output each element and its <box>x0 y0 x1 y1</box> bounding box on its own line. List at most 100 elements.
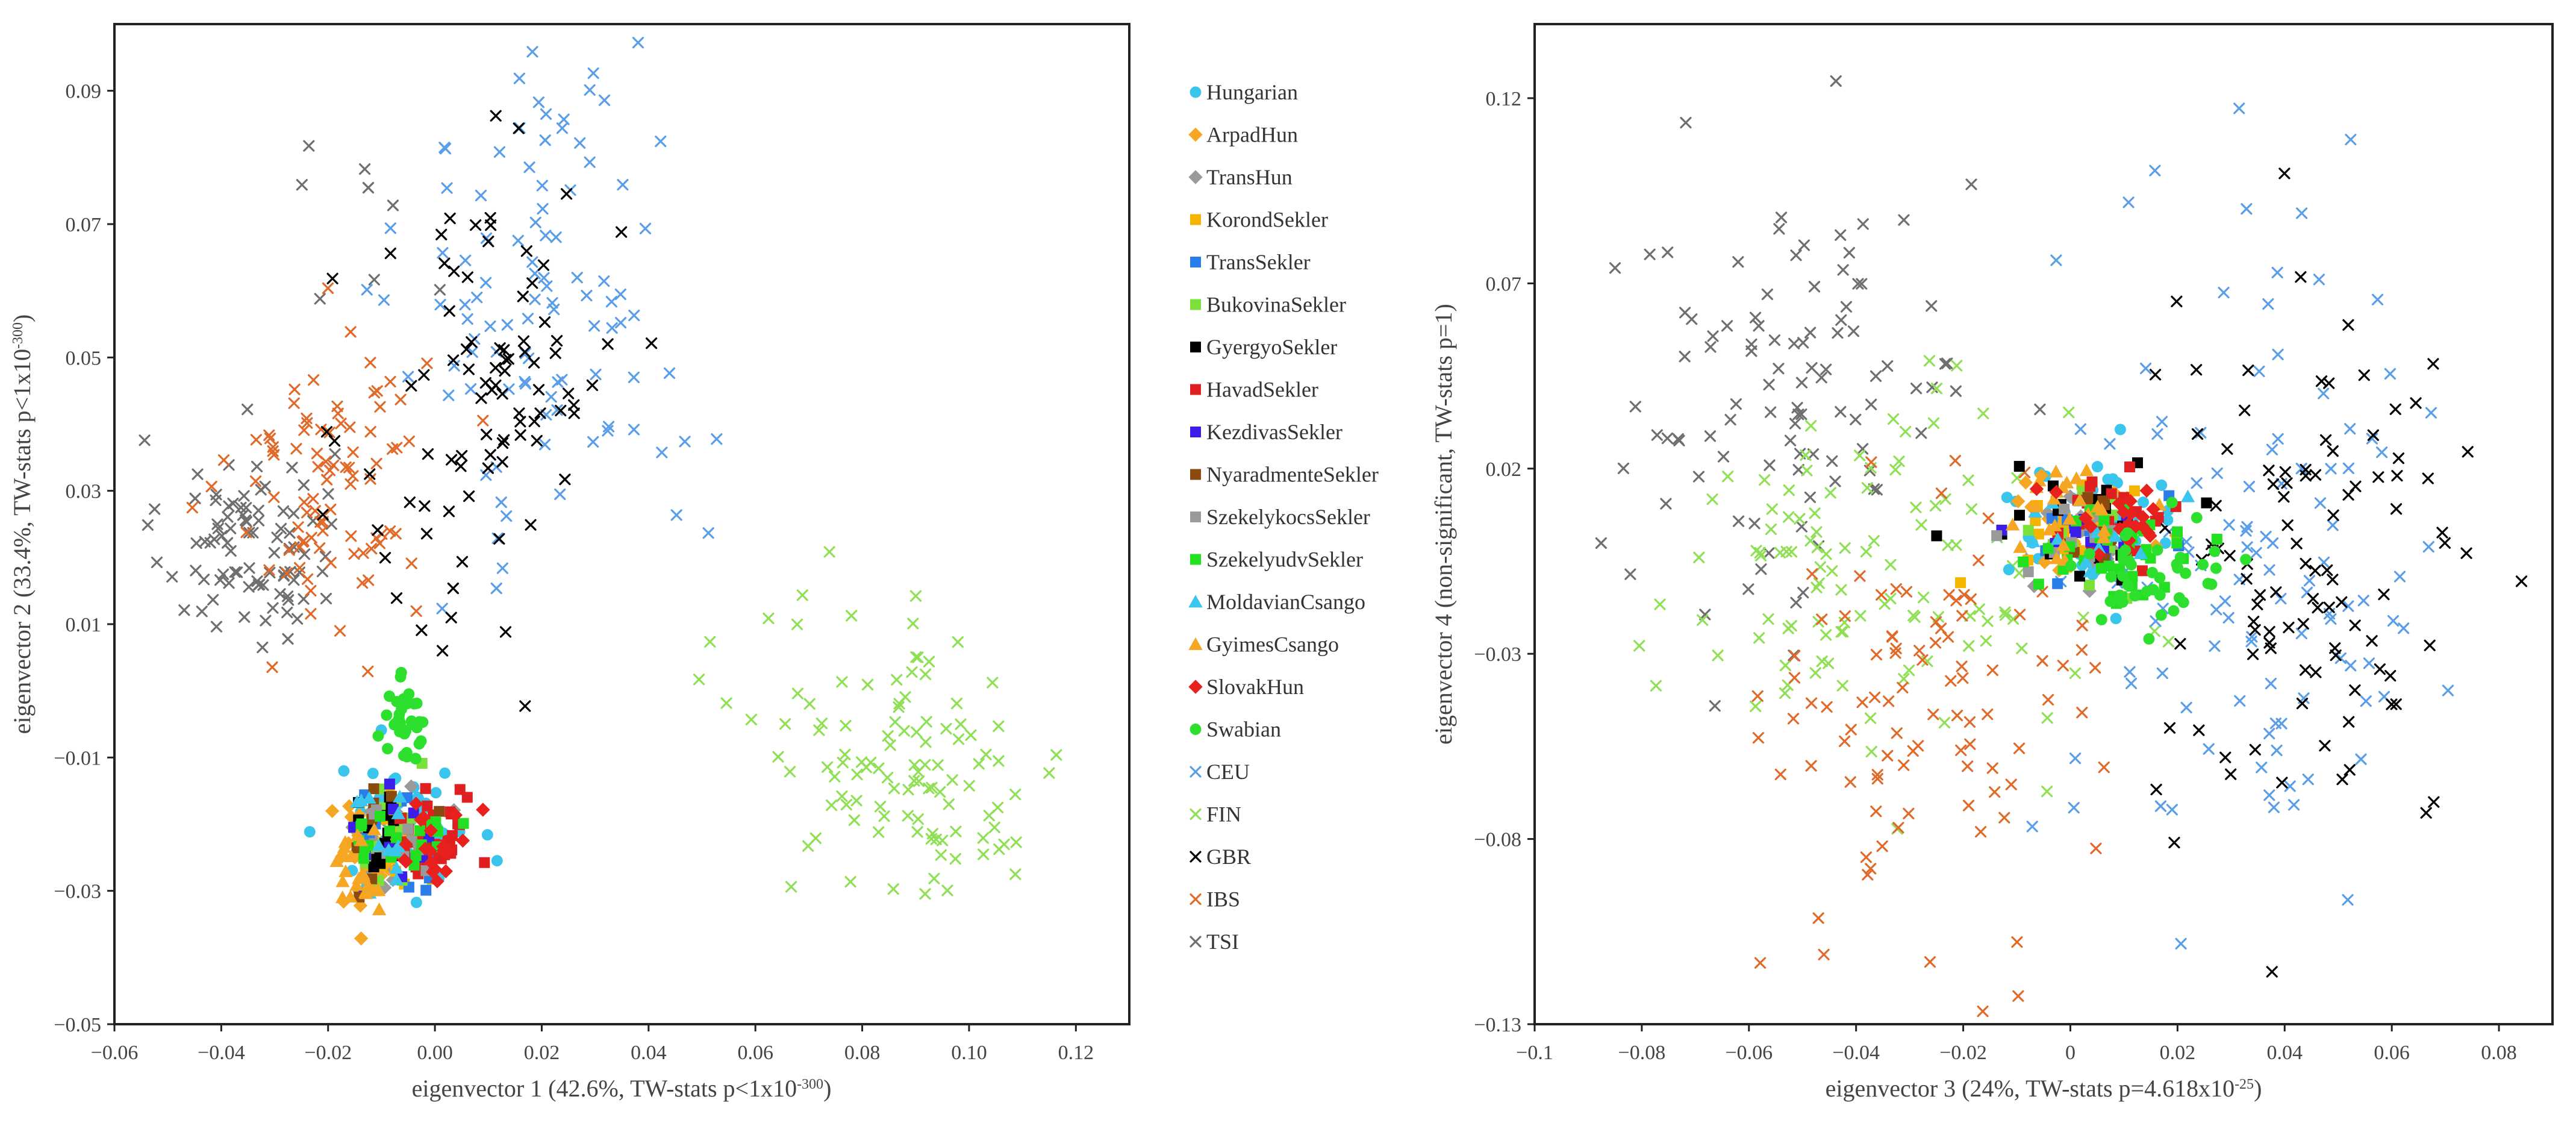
point-gbr <box>555 404 567 417</box>
point-ceu <box>2139 362 2152 375</box>
legend-label: GyimesCsango <box>1206 633 1339 657</box>
point-ibs <box>1945 675 1957 687</box>
point-swabian <box>2197 558 2209 571</box>
point-swabian <box>396 703 408 715</box>
point-tsi <box>1753 320 1765 332</box>
point-szekelykocssekler <box>402 823 414 834</box>
y-tick-label: 0.09 <box>66 81 102 103</box>
point-ceu <box>2327 519 2339 531</box>
point-gbr <box>447 582 459 595</box>
point-gbr <box>2374 663 2386 675</box>
point-swabian <box>2117 570 2128 582</box>
point-fin <box>1722 471 1734 483</box>
point-gbr <box>568 407 580 419</box>
point-ibs <box>307 374 320 386</box>
point-ceu <box>2263 728 2275 740</box>
point-szekelyudvsekler <box>2096 563 2107 574</box>
point-szekelyudvsekler <box>458 818 469 829</box>
point-gbr <box>528 357 540 369</box>
point-fin <box>881 772 894 784</box>
point-ibs <box>249 475 262 487</box>
point-ceu <box>2345 134 2357 146</box>
point-ibs <box>373 537 386 549</box>
point-ibs <box>362 665 374 678</box>
point-tsi <box>229 566 241 578</box>
point-ibs <box>292 521 304 533</box>
legend-marker-gyergyosekler <box>1190 342 1201 352</box>
point-swabian <box>2168 605 2180 617</box>
point-fin <box>907 618 919 630</box>
point-slovakhun <box>2049 485 2063 499</box>
point-swabian <box>411 698 423 709</box>
point-ceu <box>2154 800 2167 812</box>
point-fin <box>1654 598 1666 610</box>
point-slovakhun <box>476 802 490 817</box>
x-tick-label: 0.08 <box>2481 1042 2517 1064</box>
legend-label: TSI <box>1206 930 1239 954</box>
point-gyimescsango <box>2079 463 2094 477</box>
point-fin <box>1865 745 1877 758</box>
point-fin <box>848 814 861 826</box>
point-gbr <box>2300 664 2312 676</box>
point-swabian <box>398 693 410 705</box>
point-ceu <box>439 143 452 155</box>
point-fin <box>1854 449 1866 461</box>
point-slovakhun <box>2122 533 2136 548</box>
point-fin <box>1864 712 1877 724</box>
point-gbr <box>2278 491 2290 503</box>
point-ibs <box>335 418 347 430</box>
point-szekelyudvsekler <box>2098 515 2110 526</box>
point-fin <box>1839 542 1851 554</box>
legend-item-swabian: Swabian <box>1190 718 1281 742</box>
point-fin <box>1918 592 1930 604</box>
point-ibs <box>1818 948 1830 960</box>
point-gbr <box>2163 722 2176 734</box>
point-hungarian <box>2159 537 2171 549</box>
point-ibs <box>364 357 376 369</box>
point-fin <box>1910 501 1922 513</box>
point-gbr <box>531 434 543 447</box>
legend-item-szekelyudvsekler: SzekelyudvSekler <box>1190 548 1363 572</box>
point-gbr <box>405 380 417 392</box>
point-ibs <box>268 491 280 503</box>
point-fin <box>919 668 932 680</box>
point-tsi <box>282 594 295 606</box>
point-ibs <box>343 461 355 474</box>
point-ceu <box>2256 762 2268 774</box>
point-gyimescsango <box>370 883 385 896</box>
point-ceu <box>529 293 541 305</box>
point-ibs <box>1845 724 1857 736</box>
point-ibs <box>314 542 326 554</box>
point-fin <box>909 590 922 602</box>
point-ibs <box>1965 593 1977 605</box>
point-ceu <box>402 371 414 383</box>
point-gbr <box>2281 477 2293 489</box>
point-tsi <box>1617 462 1630 474</box>
point-ceu <box>484 320 496 333</box>
x-tick-label: −0.04 <box>198 1042 245 1064</box>
point-fin <box>950 698 963 710</box>
point-ibs <box>1907 745 1919 757</box>
point-swabian <box>2118 554 2130 566</box>
point-gbr <box>2270 586 2282 598</box>
point-ibs <box>2090 842 2102 854</box>
point-tsi <box>178 604 190 616</box>
point-ceu <box>2125 677 2138 689</box>
point-gyimescsango <box>2029 499 2044 513</box>
point-ceu <box>2104 438 2116 450</box>
legend-label: TransHun <box>1206 165 1293 189</box>
point-ibs <box>281 567 293 580</box>
point-fin <box>1889 463 1901 476</box>
point-fin <box>941 884 953 896</box>
point-tsi <box>166 571 178 583</box>
point-ibs <box>1924 956 1936 968</box>
point-gbr <box>2342 319 2354 331</box>
right-plot-frame <box>1533 23 2554 1025</box>
point-ibs <box>1964 738 1976 750</box>
point-ibs <box>1949 455 1961 467</box>
point-ceu <box>2026 821 2038 833</box>
point-swabian <box>2119 544 2132 556</box>
point-gbr <box>2321 564 2333 577</box>
point-hungarian <box>2138 496 2149 508</box>
point-fin <box>950 825 962 837</box>
